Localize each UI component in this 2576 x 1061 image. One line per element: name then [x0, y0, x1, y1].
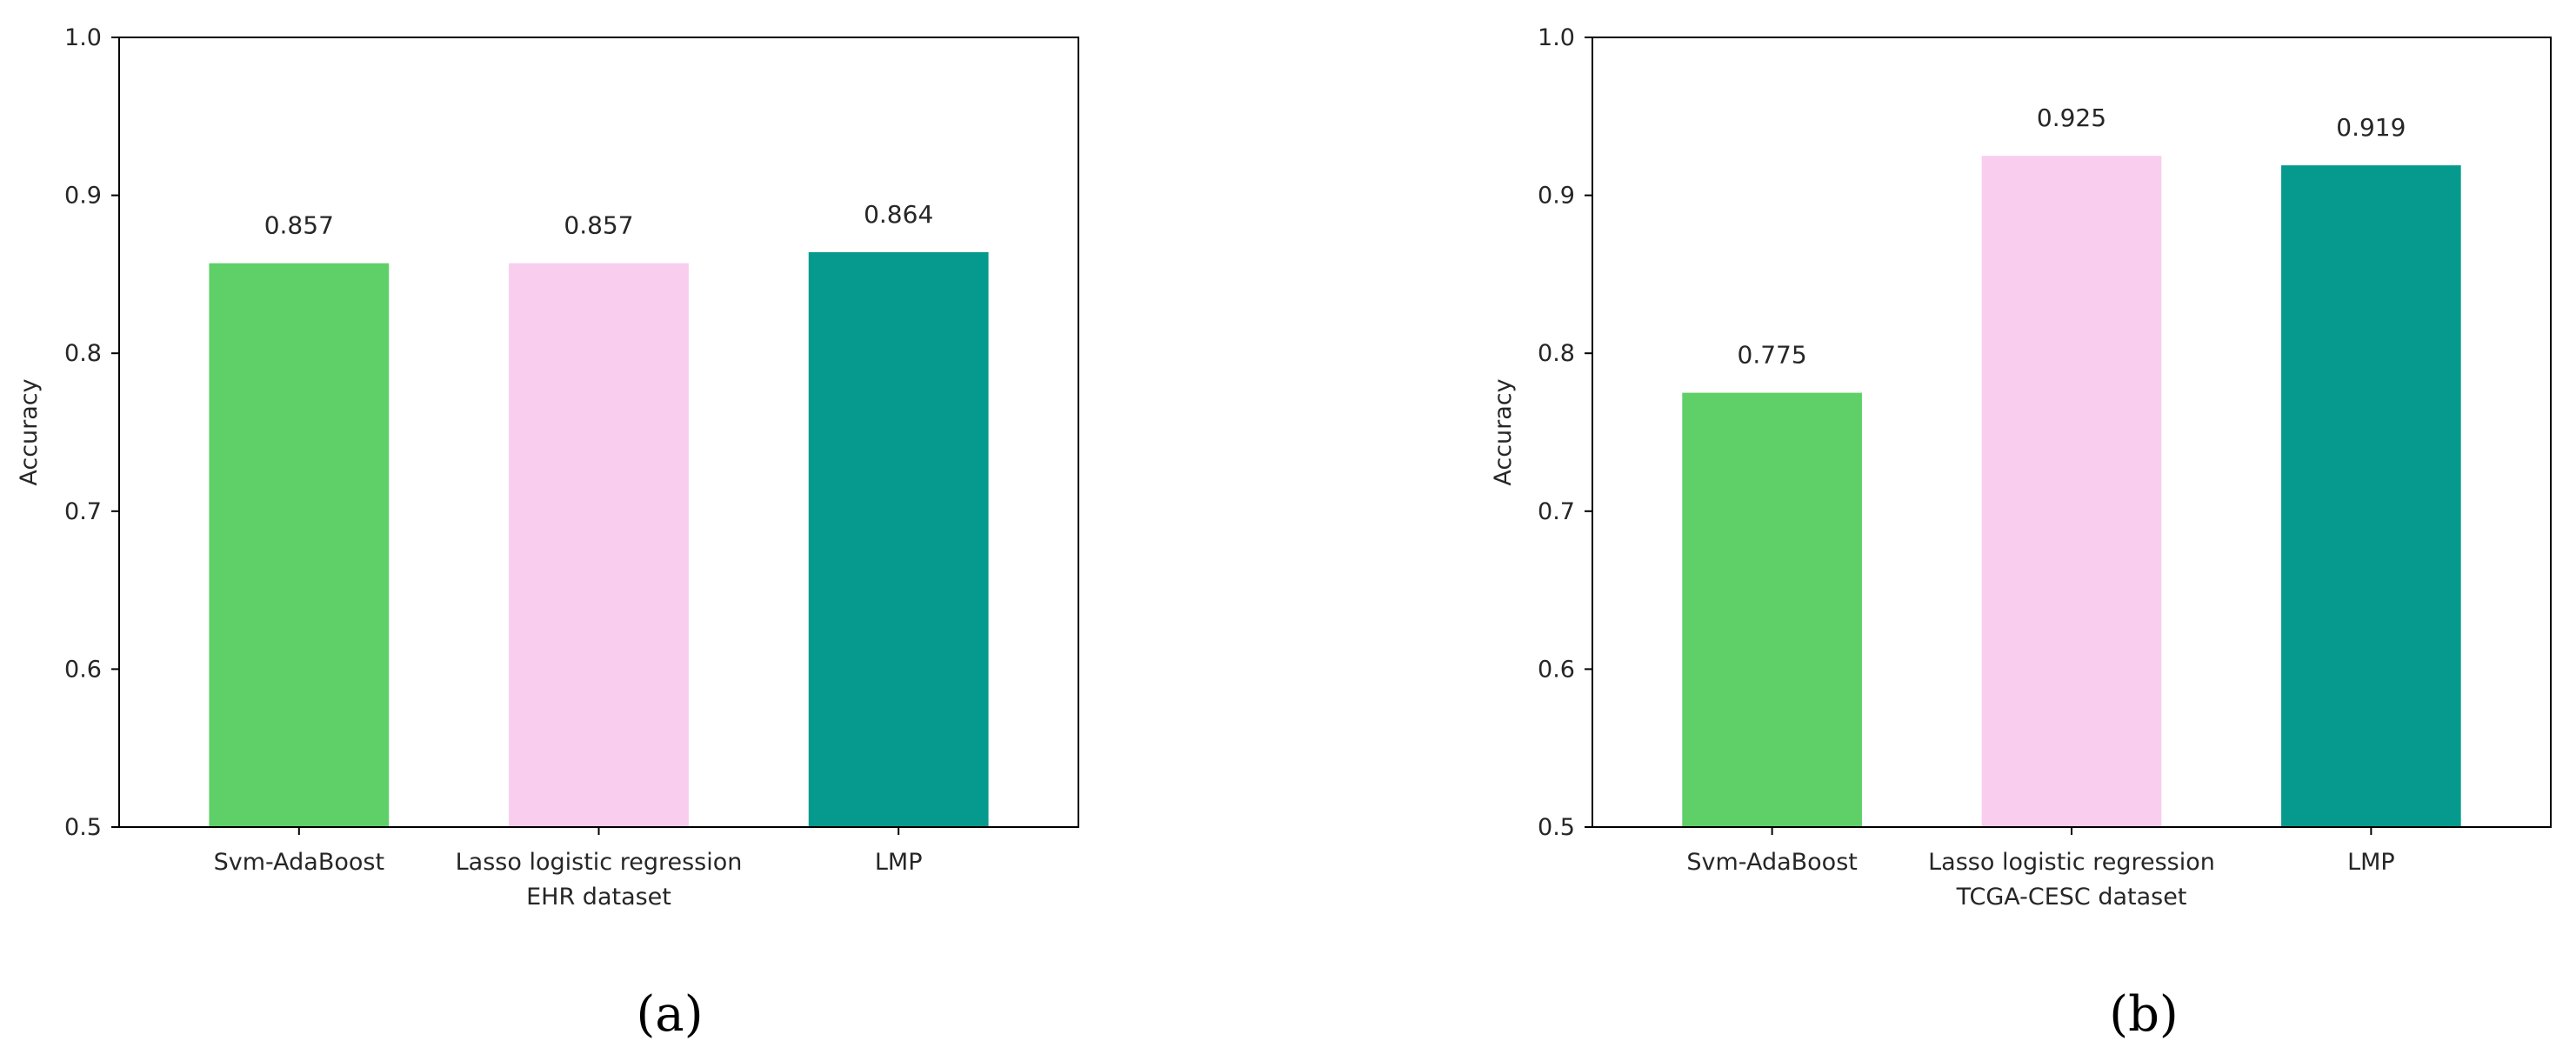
bar [1682, 392, 1862, 827]
data-label: 0.857 [264, 211, 334, 240]
y-tick-label: 0.8 [1538, 340, 1575, 367]
x-tick-label: Lasso logistic regression [1928, 849, 2215, 876]
x-axis-title: EHR dataset [526, 884, 671, 911]
chart-panel-a: 0.857 0.857 0.864 0.5 0.6 0.7 0.8 0.9 1.0 Svm-Ada… [16, 24, 1079, 1043]
y-tick-label: 0.9 [1538, 183, 1575, 210]
y-tick-label: 1.0 [1538, 24, 1575, 51]
y-tick-label: 0.7 [1538, 498, 1575, 525]
y-tick-label: 0.5 [64, 814, 102, 841]
data-label: 0.864 [864, 200, 933, 229]
y-tick-label: 1.0 [64, 24, 102, 51]
x-tick-label: LMP [2347, 849, 2395, 876]
bar [2281, 165, 2461, 827]
y-tick-label: 0.7 [64, 498, 102, 525]
y-tick-label: 0.6 [1538, 656, 1575, 683]
x-axis-title: TCGA-CESC dataset [1956, 884, 2187, 911]
bar [1981, 156, 2162, 827]
y-axis-title: Accuracy [1490, 378, 1517, 485]
x-tick-label: Svm-AdaBoost [1686, 849, 1857, 876]
data-label: 0.919 [2336, 113, 2406, 142]
data-label: 0.925 [2037, 103, 2106, 132]
panel-caption: (b) [2109, 986, 2179, 1043]
data-label: 0.775 [1738, 341, 1807, 370]
bar [509, 263, 689, 827]
y-tick-label: 0.5 [1538, 814, 1575, 841]
y-tick-label: 0.6 [64, 656, 102, 683]
panel-caption: (a) [636, 986, 703, 1043]
data-label: 0.857 [564, 211, 633, 240]
x-tick-label: Svm-AdaBoost [214, 849, 384, 876]
y-tick-label: 0.8 [64, 340, 102, 367]
chart-panel-b: 0.775 0.925 0.919 0.5 0.6 0.7 0.8 0.9 1.0 Svm-Ada… [1490, 24, 2552, 1043]
x-tick-label: Lasso logistic regression [456, 849, 743, 876]
x-tick-label: LMP [875, 849, 923, 876]
bar [209, 263, 390, 827]
bar [808, 251, 989, 827]
y-tick-label: 0.9 [64, 183, 102, 210]
y-axis-title: Accuracy [16, 378, 43, 485]
